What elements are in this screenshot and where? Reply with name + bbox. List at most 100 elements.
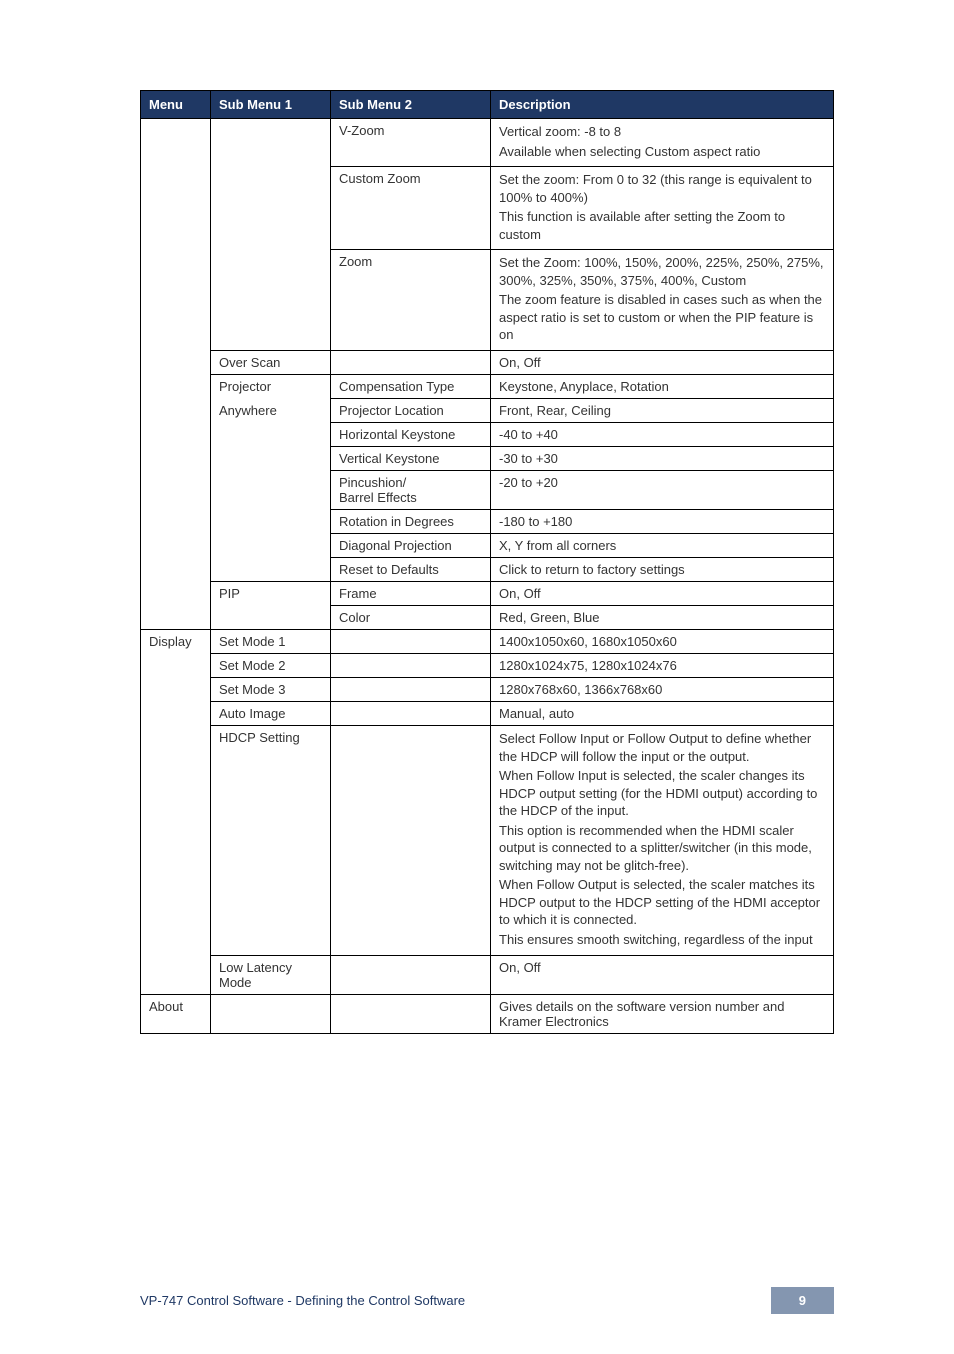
cell-sub1: PIP	[211, 582, 331, 606]
cell-sub1: Anywhere	[211, 399, 331, 423]
col-header-sub2: Sub Menu 2	[331, 91, 491, 119]
table-row: Auto Image Manual, auto	[141, 702, 834, 726]
table-row: Rotation in Degrees -180 to +180	[141, 510, 834, 534]
cell-sub1	[211, 423, 331, 447]
cell-sub2: Horizontal Keystone	[331, 423, 491, 447]
cell-menu	[141, 726, 211, 956]
cell-menu	[141, 582, 211, 606]
menu-table: Menu Sub Menu 1 Sub Menu 2 Description V…	[140, 90, 834, 1034]
footer-text: VP-747 Control Software - Defining the C…	[140, 1293, 465, 1308]
table-row: Color Red, Green, Blue	[141, 606, 834, 630]
col-header-menu: Menu	[141, 91, 211, 119]
cell-sub2: Projector Location	[331, 399, 491, 423]
cell-menu	[141, 119, 211, 167]
cell-menu	[141, 955, 211, 994]
table-row: PIP Frame On, Off	[141, 582, 834, 606]
table-row: Vertical Keystone -30 to +30	[141, 447, 834, 471]
page-container: Menu Sub Menu 1 Sub Menu 2 Description V…	[0, 0, 954, 1354]
table-row: Pincushion/ Barrel Effects -20 to +20	[141, 471, 834, 510]
col-header-sub1: Sub Menu 1	[211, 91, 331, 119]
cell-menu: About	[141, 994, 211, 1033]
cell-desc: 1400x1050x60, 1680x1050x60	[491, 630, 834, 654]
sub1-line: Projector	[219, 379, 322, 394]
cell-menu	[141, 534, 211, 558]
cell-desc: 1280x1024x75, 1280x1024x76	[491, 654, 834, 678]
cell-desc: Front, Rear, Ceiling	[491, 399, 834, 423]
cell-menu	[141, 558, 211, 582]
cell-sub2	[331, 955, 491, 994]
table-row: Diagonal Projection X, Y from all corner…	[141, 534, 834, 558]
cell-sub1	[211, 471, 331, 510]
cell-sub2: Pincushion/ Barrel Effects	[331, 471, 491, 510]
desc-line: Available when selecting Custom aspect r…	[499, 143, 825, 161]
cell-sub1	[211, 534, 331, 558]
cell-sub2	[331, 994, 491, 1033]
cell-menu	[141, 678, 211, 702]
cell-sub2: Vertical Keystone	[331, 447, 491, 471]
cell-sub1: HDCP Setting	[211, 726, 331, 956]
desc-line: This option is recommended when the HDMI…	[499, 822, 825, 875]
cell-menu	[141, 375, 211, 399]
cell-sub1: Set Mode 1	[211, 630, 331, 654]
cell-sub2	[331, 678, 491, 702]
table-row: Horizontal Keystone -40 to +40	[141, 423, 834, 447]
col-header-desc: Description	[491, 91, 834, 119]
table-row: Set Mode 3 1280x768x60, 1366x768x60	[141, 678, 834, 702]
cell-desc: X, Y from all corners	[491, 534, 834, 558]
cell-menu	[141, 167, 211, 250]
desc-line: This ensures smooth switching, regardles…	[499, 931, 825, 949]
cell-sub2: Diagonal Projection	[331, 534, 491, 558]
cell-sub1	[211, 119, 331, 167]
cell-desc: Red, Green, Blue	[491, 606, 834, 630]
desc-line: Set the Zoom: 100%, 150%, 200%, 225%, 25…	[499, 254, 825, 289]
cell-desc: Manual, auto	[491, 702, 834, 726]
table-row: Low Latency Mode On, Off	[141, 955, 834, 994]
table-row: Zoom Set the Zoom: 100%, 150%, 200%, 225…	[141, 250, 834, 351]
cell-desc: Keystone, Anyplace, Rotation	[491, 375, 834, 399]
cell-desc: On, Off	[491, 955, 834, 994]
cell-sub1	[211, 167, 331, 250]
cell-menu	[141, 510, 211, 534]
desc-line: Set the zoom: From 0 to 32 (this range i…	[499, 171, 825, 206]
cell-desc: Vertical zoom: -8 to 8 Available when se…	[491, 119, 834, 167]
table-header-row: Menu Sub Menu 1 Sub Menu 2 Description	[141, 91, 834, 119]
table-row: V-Zoom Vertical zoom: -8 to 8 Available …	[141, 119, 834, 167]
table-row: Set Mode 2 1280x1024x75, 1280x1024x76	[141, 654, 834, 678]
cell-desc: -30 to +30	[491, 447, 834, 471]
cell-sub1	[211, 558, 331, 582]
cell-sub2: Frame	[331, 582, 491, 606]
cell-sub2	[331, 726, 491, 956]
page-footer: VP-747 Control Software - Defining the C…	[140, 1287, 834, 1314]
cell-sub1: Auto Image	[211, 702, 331, 726]
cell-sub2: Zoom	[331, 250, 491, 351]
cell-desc: On, Off	[491, 351, 834, 375]
table-row: Custom Zoom Set the zoom: From 0 to 32 (…	[141, 167, 834, 250]
cell-sub2	[331, 702, 491, 726]
cell-sub2	[331, 654, 491, 678]
table-row: Display Set Mode 1 1400x1050x60, 1680x10…	[141, 630, 834, 654]
cell-sub1	[211, 510, 331, 534]
cell-sub1: Low Latency Mode	[211, 955, 331, 994]
cell-sub1	[211, 606, 331, 630]
desc-line: When Follow Input is selected, the scale…	[499, 767, 825, 820]
cell-desc: Gives details on the software version nu…	[491, 994, 834, 1033]
desc-line: Vertical zoom: -8 to 8	[499, 123, 825, 141]
table-row: Anywhere Projector Location Front, Rear,…	[141, 399, 834, 423]
cell-desc: On, Off	[491, 582, 834, 606]
cell-menu	[141, 423, 211, 447]
cell-sub2: Color	[331, 606, 491, 630]
cell-desc: Click to return to factory settings	[491, 558, 834, 582]
sub1-line: Anywhere	[219, 403, 322, 418]
cell-menu	[141, 702, 211, 726]
cell-menu: Display	[141, 630, 211, 654]
cell-sub2	[331, 351, 491, 375]
cell-sub1	[211, 994, 331, 1033]
cell-menu	[141, 399, 211, 423]
cell-sub2: Reset to Defaults	[331, 558, 491, 582]
cell-sub1	[211, 250, 331, 351]
cell-sub1	[211, 447, 331, 471]
desc-line: The zoom feature is disabled in cases su…	[499, 291, 825, 344]
cell-sub2	[331, 630, 491, 654]
table-row: About Gives details on the software vers…	[141, 994, 834, 1033]
cell-sub2: Rotation in Degrees	[331, 510, 491, 534]
